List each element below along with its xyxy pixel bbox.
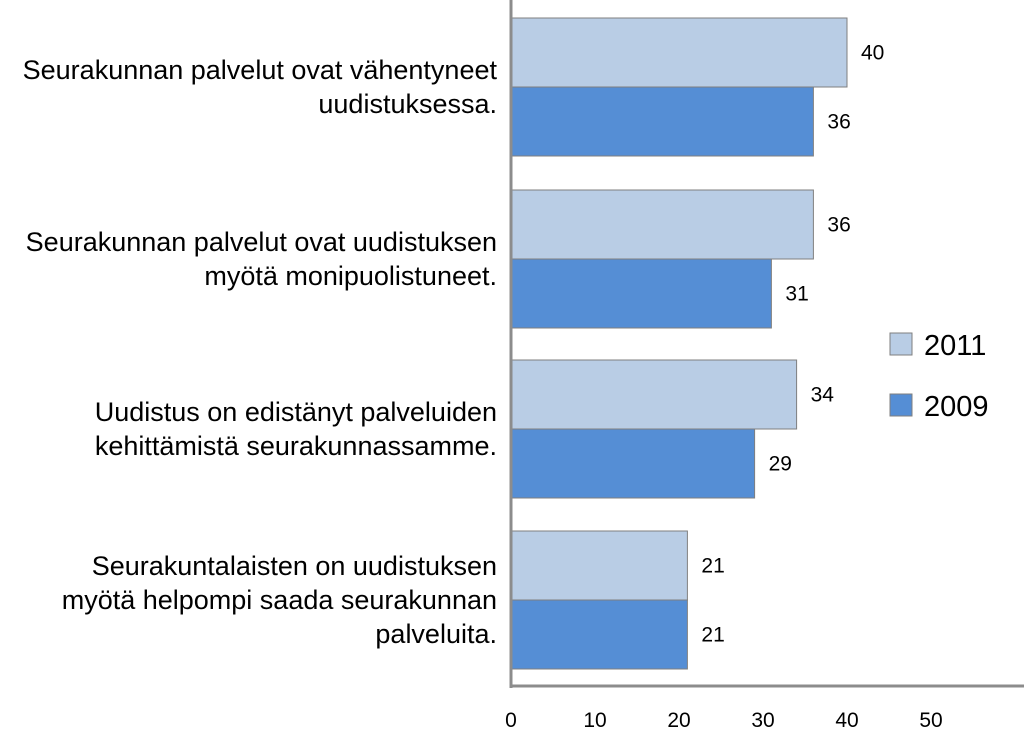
category-label-4-line-2: myötä helpompi saada seurakunnan bbox=[62, 585, 497, 615]
category-label-3-line-1: Uudistus on edistänyt palveluiden bbox=[95, 397, 497, 427]
bar-2009-1 bbox=[510, 86, 814, 157]
data-label-2009-4: 21 bbox=[701, 624, 724, 647]
x-tick-label: 50 bbox=[919, 709, 942, 729]
category-label-4-line-3: palveluita. bbox=[375, 619, 497, 649]
bar-2011-1 bbox=[510, 17, 848, 88]
bar-2011-2 bbox=[510, 189, 814, 260]
bar-2009-2 bbox=[510, 258, 772, 329]
category-labels: Seurakunnan palvelut ovat vähentyneet uud… bbox=[23, 55, 498, 649]
legend: 2011 2009 bbox=[889, 330, 989, 423]
legend-swatch-2009 bbox=[889, 393, 913, 417]
bars-layer: 40 36 36 31 34 29 21 21 bbox=[510, 17, 884, 670]
data-label-2011-1: 40 bbox=[861, 42, 884, 65]
legend-label-2011: 2011 bbox=[924, 330, 986, 362]
x-axis-ticks: 0 10 20 30 40 50 bbox=[505, 709, 943, 729]
data-label-2009-2: 31 bbox=[785, 283, 808, 306]
data-label-2011-4: 21 bbox=[701, 555, 724, 578]
category-label-1-line-1: Seurakunnan palvelut ovat vähentyneet bbox=[23, 55, 498, 85]
category-label-3-line-2: kehittämistä seurakunnassamme. bbox=[95, 431, 497, 461]
bar-2011-4 bbox=[510, 530, 688, 601]
data-label-2009-3: 29 bbox=[769, 453, 792, 476]
category-label-4-line-1: Seurakuntalaisten on uudistuksen bbox=[92, 551, 497, 581]
x-tick-label: 10 bbox=[583, 709, 606, 729]
x-tick-label: 40 bbox=[835, 709, 858, 729]
category-label-2-line-1: Seurakunnan palvelut ovat uudistuksen bbox=[26, 227, 497, 257]
legend-label-2009: 2009 bbox=[924, 391, 989, 423]
x-tick-label: 0 bbox=[505, 709, 517, 729]
legend-swatch-2011 bbox=[889, 332, 913, 356]
bar-2009-4 bbox=[510, 599, 688, 670]
bar-2011-3 bbox=[510, 359, 798, 430]
data-label-2011-3: 34 bbox=[811, 384, 835, 407]
data-label-2009-1: 36 bbox=[827, 111, 850, 134]
x-tick-label: 30 bbox=[751, 709, 774, 729]
bar-2009-3 bbox=[510, 428, 756, 499]
data-label-2011-2: 36 bbox=[827, 214, 850, 237]
category-label-2-line-2: myötä monipuolistuneet. bbox=[204, 261, 497, 291]
category-label-1-line-2: uudistuksessa. bbox=[318, 89, 497, 119]
x-tick-label: 20 bbox=[667, 709, 690, 729]
